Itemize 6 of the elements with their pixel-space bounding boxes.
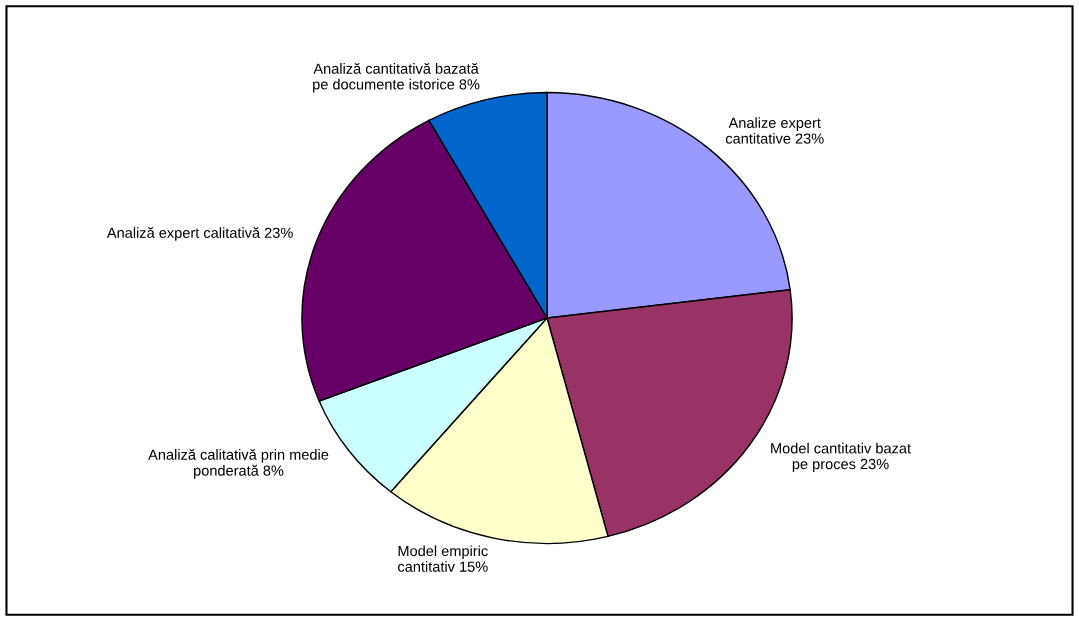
- slice-label: Model empiric cantitativ 15%: [398, 545, 488, 572]
- slice-label: Analiză calitativă prin medie ponderată 8%: [148, 448, 329, 479]
- slice-label: Analiză cantitativă bazată pe documente istorice 8%: [313, 62, 480, 93]
- slice-label: Analiză expert calitativă 23%: [106, 227, 293, 241]
- slice-label: Analize expert cantitative 23%: [725, 117, 824, 144]
- slice-label: Model cantitativ bazat pe proces 23%: [771, 442, 911, 473]
